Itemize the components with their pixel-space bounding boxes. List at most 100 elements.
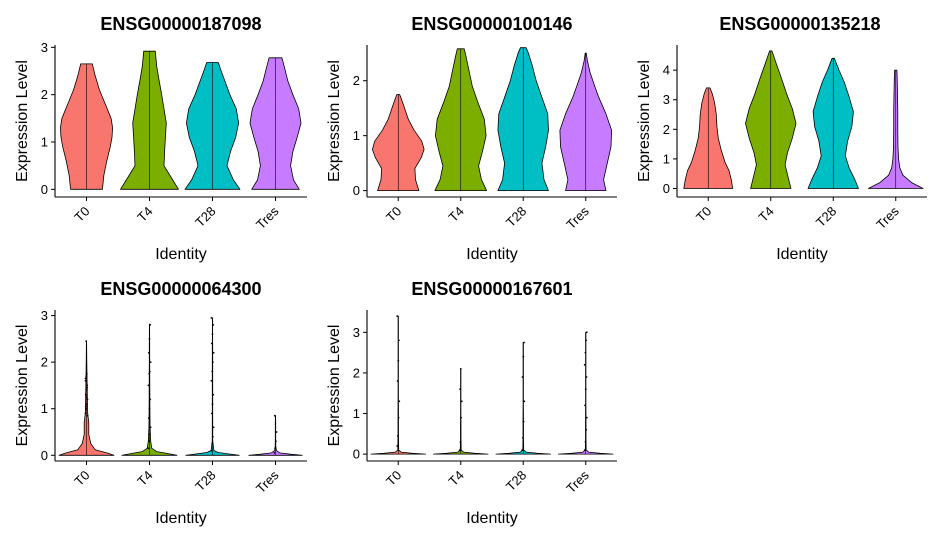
data-point bbox=[583, 449, 586, 451]
data-point bbox=[458, 449, 461, 451]
data-point bbox=[148, 440, 151, 443]
data-point bbox=[211, 333, 214, 336]
data-point bbox=[149, 426, 152, 429]
x-tick-label-t4: T4 bbox=[756, 204, 777, 225]
x-tick-label-t28: T28 bbox=[503, 468, 529, 494]
x-tick-label-tres: Tres bbox=[253, 467, 282, 496]
y-tick-label: 2 bbox=[663, 122, 670, 137]
x-tick-label-t0: T0 bbox=[71, 468, 92, 489]
data-point bbox=[147, 417, 150, 419]
y-tick-label: 3 bbox=[353, 325, 360, 340]
y-tick-label: 1 bbox=[663, 151, 670, 166]
data-point bbox=[397, 435, 399, 437]
data-point bbox=[460, 416, 462, 419]
data-point bbox=[396, 315, 399, 317]
data-point bbox=[273, 452, 276, 454]
data-point bbox=[211, 435, 214, 438]
data-point bbox=[85, 407, 88, 410]
y-tick-label: 1 bbox=[353, 406, 360, 421]
data-point bbox=[148, 407, 151, 410]
y-tick-label: 2 bbox=[353, 365, 360, 380]
y-tick-label: 1 bbox=[353, 128, 360, 143]
data-point bbox=[585, 428, 587, 431]
x-tick-label-t28: T28 bbox=[503, 204, 529, 230]
data-point bbox=[522, 355, 525, 358]
x-tick-label-tres: Tres bbox=[563, 467, 592, 496]
y-tick-label: 0 bbox=[41, 182, 48, 197]
data-point bbox=[86, 386, 89, 389]
panel-title: ENSG00000100146 bbox=[411, 14, 572, 34]
y-axis-title: Expression Level bbox=[326, 60, 343, 182]
data-point bbox=[149, 324, 152, 326]
data-point bbox=[212, 426, 215, 429]
data-point bbox=[523, 341, 525, 344]
y-tick-label: 2 bbox=[353, 73, 360, 88]
y-axis-title: Expression Level bbox=[14, 325, 31, 447]
data-point bbox=[459, 368, 462, 370]
y-tick-label: 1 bbox=[41, 135, 48, 150]
data-point bbox=[210, 412, 213, 415]
data-point bbox=[147, 447, 150, 450]
x-tick-label-t4: T4 bbox=[446, 468, 467, 489]
data-point bbox=[84, 377, 87, 380]
data-point bbox=[84, 393, 87, 396]
data-point bbox=[85, 396, 88, 398]
data-point bbox=[583, 363, 586, 366]
x-tick-label-t0: T0 bbox=[383, 204, 404, 225]
x-axis-title: Identity bbox=[155, 246, 207, 263]
y-tick-label: 3 bbox=[41, 308, 48, 323]
data-point bbox=[149, 398, 152, 401]
data-point bbox=[148, 372, 151, 375]
data-point bbox=[584, 441, 587, 443]
y-axis-title: Expression Level bbox=[14, 60, 31, 182]
y-tick-label: 0 bbox=[353, 183, 360, 198]
panel-5: ENSG00000167601 0 1 2 3 T0 T4 T28 Tres Identity Ex… bbox=[326, 279, 617, 527]
panel-2: ENSG00000100146 0 1 2 T0 T4 T28 Tres Identity Exp… bbox=[326, 14, 617, 263]
data-point bbox=[521, 376, 524, 378]
data-point bbox=[398, 339, 400, 342]
data-point bbox=[86, 414, 89, 417]
x-axis-title: Identity bbox=[466, 510, 518, 527]
data-point bbox=[585, 331, 588, 334]
data-point bbox=[585, 339, 587, 342]
x-tick-label-tres: Tres bbox=[873, 203, 902, 232]
panel-title: ENSG00000167601 bbox=[411, 279, 572, 299]
y-tick-label: 2 bbox=[41, 355, 48, 370]
data-point bbox=[459, 441, 462, 443]
data-point bbox=[396, 380, 399, 382]
x-axis-title: Identity bbox=[776, 246, 828, 263]
data-point bbox=[148, 338, 151, 340]
x-axis-title: Identity bbox=[466, 246, 518, 263]
y-axis-title: Expression Level bbox=[326, 325, 343, 447]
data-point bbox=[397, 359, 400, 362]
y-tick-label: 4 bbox=[663, 63, 670, 78]
x-tick-label-t0: T0 bbox=[383, 468, 404, 489]
data-point bbox=[522, 420, 525, 423]
data-point bbox=[84, 405, 87, 408]
data-point bbox=[211, 370, 214, 373]
data-point bbox=[86, 398, 89, 401]
data-point bbox=[584, 351, 587, 354]
x-tick-label-t28: T28 bbox=[192, 468, 218, 494]
data-point bbox=[584, 388, 587, 391]
data-point bbox=[148, 370, 151, 373]
data-point bbox=[212, 324, 215, 326]
data-point bbox=[85, 403, 88, 405]
data-point bbox=[211, 442, 214, 445]
data-point bbox=[212, 351, 215, 354]
data-point bbox=[210, 379, 213, 382]
x-tick-label-t4: T4 bbox=[446, 204, 467, 225]
y-tick-label: 0 bbox=[353, 447, 360, 462]
data-point bbox=[210, 342, 213, 345]
panel-title: ENSG00000064300 bbox=[100, 279, 261, 299]
data-point bbox=[210, 449, 213, 452]
data-point bbox=[396, 445, 399, 447]
data-point bbox=[273, 414, 276, 417]
data-point bbox=[210, 317, 213, 319]
data-point bbox=[584, 404, 586, 407]
data-point bbox=[212, 393, 215, 396]
x-tick-label-t4: T4 bbox=[134, 204, 155, 225]
data-point bbox=[85, 389, 88, 391]
y-tick-label: 1 bbox=[41, 401, 48, 416]
data-point bbox=[275, 431, 278, 433]
